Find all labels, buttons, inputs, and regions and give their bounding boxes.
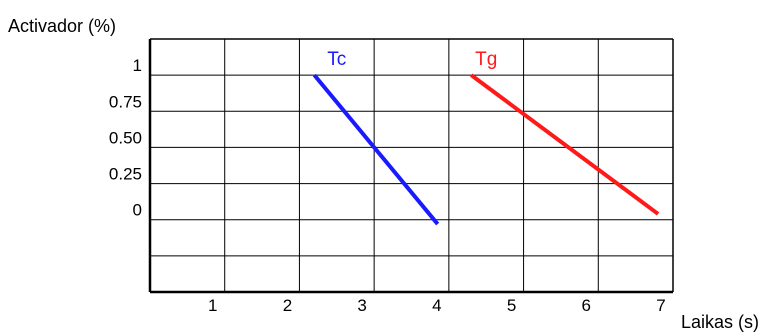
- x-axis-label: Laikas (s): [681, 312, 759, 332]
- series-label-tc: Tc: [327, 49, 346, 70]
- series-line-tc: [312, 73, 440, 226]
- y-tick-label: 0: [133, 201, 142, 220]
- series-group: [312, 73, 660, 226]
- y-tick-label: 0.50: [109, 128, 142, 147]
- x-tick-label: 7: [656, 296, 665, 315]
- axes: [148, 38, 674, 294]
- ticks-group: 1 2 3 4 5 6 7 1 0.75 0.50 0.25 0: [109, 56, 666, 315]
- x-tick-label: 1: [208, 296, 217, 315]
- x-tick-label: 5: [507, 296, 516, 315]
- series-label-tg: Tg: [475, 49, 497, 70]
- grid: [150, 39, 674, 292]
- series-labels-group: Tc Tg: [327, 49, 497, 70]
- y-tick-label: 0.75: [109, 92, 142, 111]
- labels-group: Activador (%) Laikas (s): [8, 16, 759, 332]
- x-tick-label: 4: [432, 296, 441, 315]
- series-line-tg: [470, 73, 660, 216]
- x-tick-label: 6: [582, 296, 591, 315]
- y-tick-label: 1: [133, 56, 142, 75]
- x-tick-label: 3: [357, 296, 366, 315]
- y-axis-label: Activador (%): [8, 16, 116, 36]
- x-tick-label: 2: [283, 296, 292, 315]
- y-tick-label: 0.25: [109, 165, 142, 184]
